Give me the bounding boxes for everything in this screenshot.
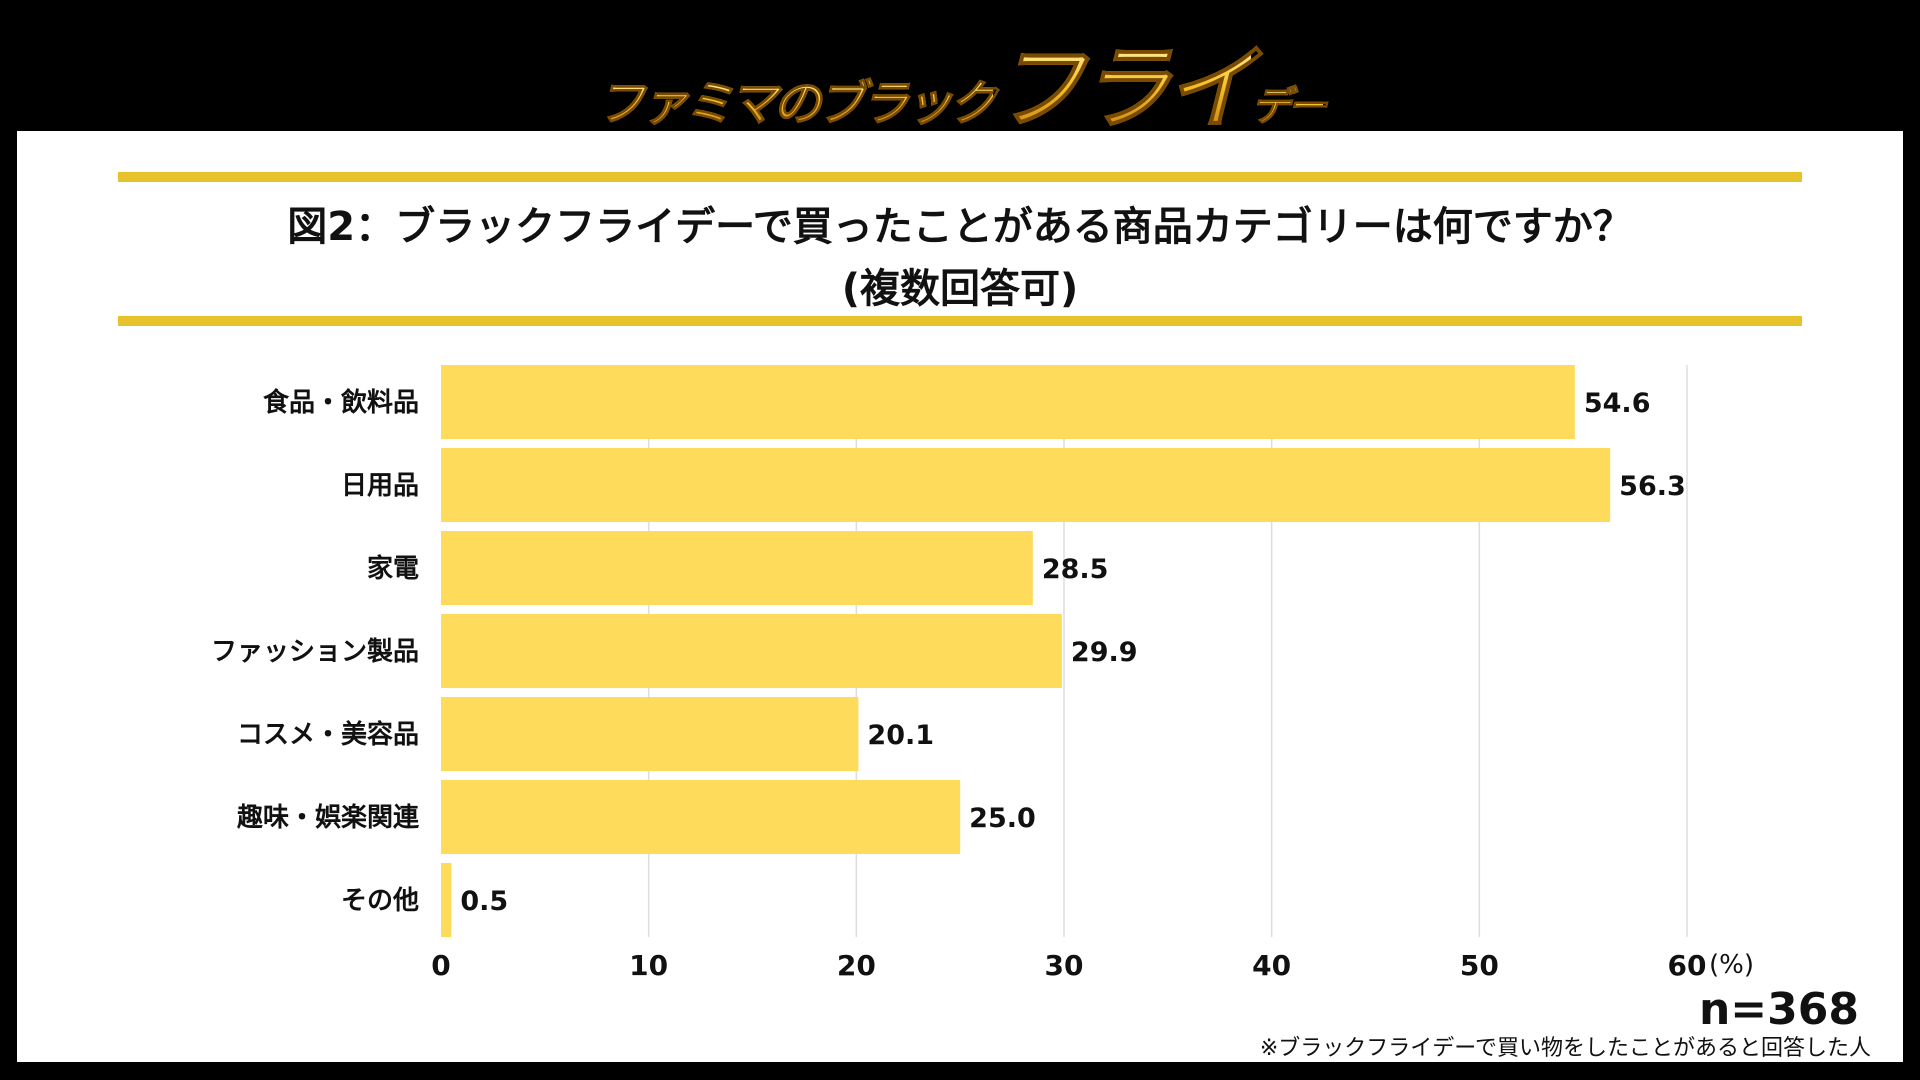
category-label: 日用品 [341, 471, 419, 501]
bar [441, 614, 1062, 688]
value-label: 20.1 [867, 720, 934, 751]
logo: ファミマのブラックフライデー [0, 14, 1920, 147]
x-tick-label: 40 [1252, 949, 1291, 982]
bar [441, 365, 1575, 439]
bottom-rule [118, 316, 1802, 326]
sample-size: n=368 [1698, 984, 1859, 1035]
x-tick-label: 0 [431, 949, 450, 982]
x-tick-label: 60 [1668, 949, 1707, 982]
top-rule [118, 172, 1802, 182]
x-unit-label: (%) [1709, 950, 1754, 980]
x-tick-label: 30 [1045, 949, 1084, 982]
bar [441, 697, 859, 771]
x-tick-label: 20 [837, 949, 876, 982]
bar [441, 780, 961, 854]
bar [441, 448, 1611, 522]
category-label: その他 [341, 886, 419, 916]
x-tick-label: 50 [1460, 949, 1499, 982]
chart-subtitle: (複数回答可) [841, 266, 1079, 312]
bar [441, 531, 1033, 605]
value-label: 29.9 [1071, 637, 1138, 668]
category-label: 家電 [367, 553, 419, 584]
category-label: ファッション製品 [211, 637, 419, 667]
chart-title: 図2：ブラックフライデーで買ったことがある商品カテゴリーは何ですか？ [287, 204, 1633, 250]
value-label: 28.5 [1042, 554, 1109, 585]
logo-tail-text: デー [1251, 84, 1328, 131]
category-label: 食品・飲料品 [263, 387, 419, 418]
logo-big-text: フライ [992, 35, 1257, 143]
value-label: 0.5 [460, 886, 508, 917]
logo-small-text: ファミマのブラック [596, 76, 997, 133]
value-label: 54.6 [1584, 388, 1651, 419]
x-tick-label: 10 [629, 949, 668, 982]
value-label: 25.0 [969, 803, 1036, 834]
value-label: 56.3 [1619, 471, 1686, 502]
category-label: コスメ・美容品 [237, 719, 419, 750]
category-label: 趣味・娯楽関連 [236, 803, 420, 833]
bar [441, 863, 452, 937]
footnote: ※ブラックフライデーで買い物をしたことがあると回答した人 [1259, 1036, 1871, 1061]
